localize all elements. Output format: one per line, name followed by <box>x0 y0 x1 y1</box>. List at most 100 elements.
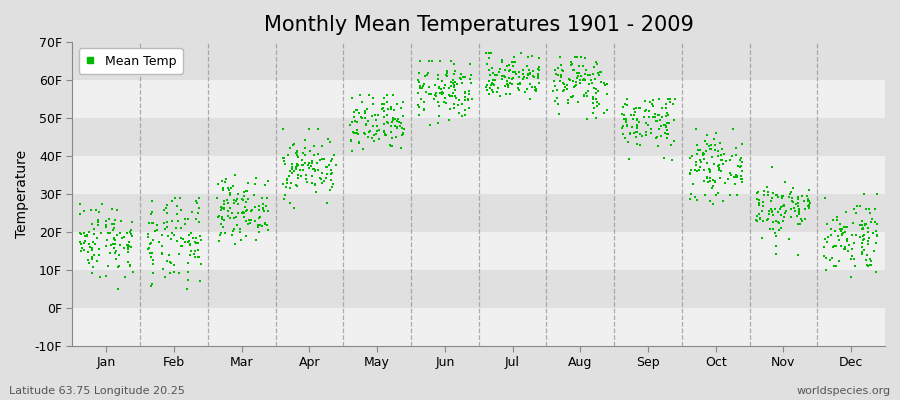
Point <box>350 119 365 126</box>
Point <box>447 68 462 75</box>
Point <box>519 86 534 92</box>
Point <box>590 88 605 95</box>
Point <box>667 117 681 123</box>
Point <box>786 185 800 192</box>
Point <box>217 201 231 207</box>
Point <box>438 94 453 101</box>
Point <box>576 76 590 83</box>
Point <box>360 134 374 140</box>
Point <box>357 108 372 114</box>
Point <box>845 246 859 252</box>
Point <box>623 130 637 136</box>
Point <box>80 232 94 238</box>
Point <box>639 106 653 113</box>
Point <box>377 121 392 127</box>
Point <box>690 147 705 153</box>
Point <box>711 162 725 169</box>
Point <box>412 104 427 110</box>
Point <box>659 105 673 111</box>
Point <box>252 214 266 221</box>
Point <box>315 143 329 150</box>
Point <box>630 128 644 135</box>
Point <box>620 123 634 130</box>
Point <box>328 161 343 168</box>
Point <box>301 162 315 168</box>
Point <box>821 234 835 240</box>
Point <box>229 172 243 178</box>
Point <box>320 199 335 206</box>
Point <box>145 220 159 226</box>
Point <box>308 168 322 174</box>
Point <box>683 170 698 176</box>
Point <box>220 185 235 192</box>
Point <box>855 249 869 255</box>
Point <box>508 71 523 78</box>
Point <box>362 92 376 98</box>
Point <box>311 126 326 132</box>
Point <box>167 262 182 268</box>
Point <box>217 206 231 212</box>
Point <box>820 239 834 246</box>
Point <box>660 135 674 141</box>
Point <box>315 179 329 186</box>
Point <box>586 100 600 106</box>
Point <box>227 214 241 221</box>
Point <box>431 72 446 78</box>
Point <box>714 157 728 163</box>
Point <box>561 96 575 103</box>
Point <box>801 197 815 204</box>
Point <box>857 236 871 242</box>
Point <box>350 130 365 137</box>
Point <box>436 91 450 97</box>
Point <box>290 152 304 159</box>
Point <box>370 128 384 134</box>
Point <box>776 193 790 200</box>
Point <box>654 133 669 140</box>
Point <box>122 228 137 235</box>
Point <box>99 242 113 249</box>
Point <box>415 85 429 91</box>
Point <box>785 198 799 204</box>
Point <box>324 158 338 164</box>
Point <box>387 106 401 113</box>
Point <box>121 249 135 256</box>
Point <box>547 83 562 89</box>
Point <box>791 252 806 258</box>
Point <box>258 203 273 209</box>
Point <box>734 172 748 179</box>
Point <box>377 100 392 107</box>
Point <box>734 176 749 182</box>
Point <box>441 116 455 123</box>
Point <box>617 101 632 107</box>
Point <box>797 216 812 222</box>
Point <box>793 220 807 227</box>
Point <box>255 223 269 229</box>
Point <box>729 144 743 151</box>
Point <box>629 105 643 112</box>
Point <box>644 126 658 132</box>
Point <box>659 123 673 129</box>
Point <box>323 171 338 177</box>
Point <box>801 202 815 208</box>
Point <box>502 91 517 97</box>
Point <box>385 119 400 125</box>
Point <box>180 285 194 292</box>
Point <box>706 185 720 191</box>
Point <box>230 222 244 228</box>
Point <box>77 238 92 244</box>
Point <box>158 274 172 280</box>
Point <box>580 116 594 122</box>
Point <box>499 67 513 73</box>
Point <box>520 74 535 81</box>
Point <box>579 67 593 74</box>
Point <box>564 62 579 69</box>
Point <box>248 191 262 198</box>
Point <box>224 185 238 192</box>
Point <box>420 72 435 78</box>
Point <box>395 112 410 119</box>
Point <box>256 201 271 208</box>
Point <box>796 193 810 199</box>
Point <box>435 89 449 95</box>
Point <box>481 82 495 88</box>
Point <box>632 105 646 111</box>
